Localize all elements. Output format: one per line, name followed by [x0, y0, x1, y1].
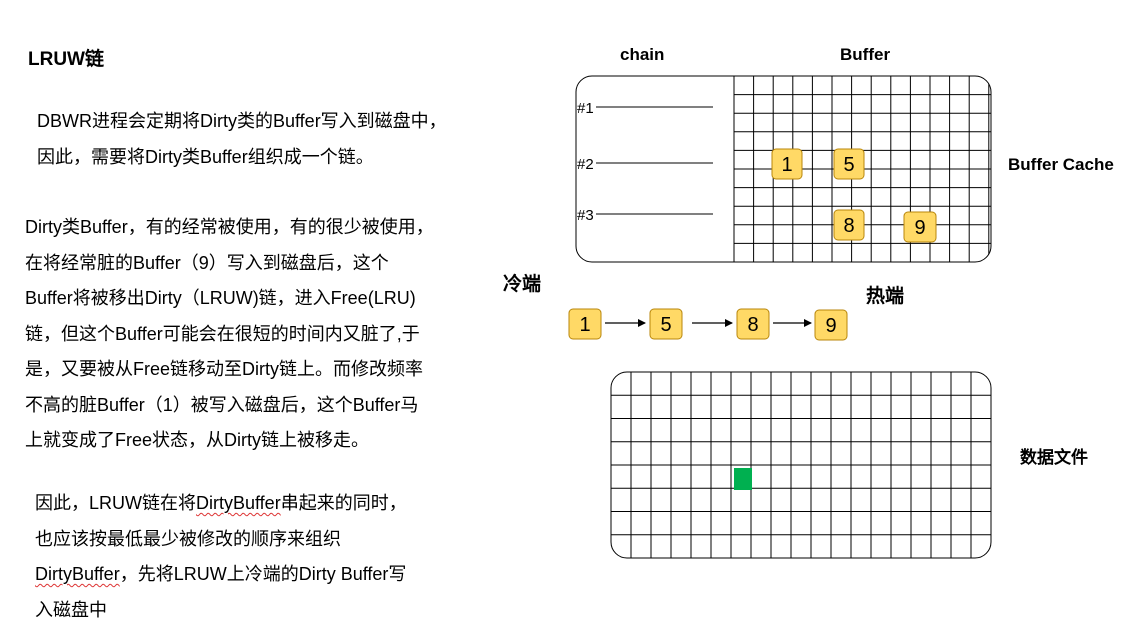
text-fragment: 串起来的同时， — [280, 493, 407, 513]
paragraph-2-line: Dirty类Buffer，有的经常被使用，有的很少被使用， — [25, 217, 434, 237]
paragraph-3-line: 入磁盘中 — [35, 599, 107, 620]
paragraph-1-line: 因此，需要将Dirty类Buffer组织成一个链。 — [37, 146, 374, 167]
buffer-box — [736, 308, 770, 340]
paragraph-2-line: Buffer将被移出Dirty（LRUW)链，进入Free(LRU) — [25, 288, 416, 308]
chain-tag-1: #1 — [577, 100, 594, 117]
chain-line-1: #1 — [577, 100, 713, 117]
chain-tag-3: #3 — [577, 207, 594, 224]
buffer-number: 1 — [579, 314, 590, 336]
buffer-box — [903, 211, 937, 243]
datafile-grid — [611, 372, 991, 558]
cache-buffer-1: 1 — [771, 148, 803, 180]
text-fragment: 因此，LRUW链在将 — [35, 493, 196, 513]
slide-title: LRUW链 — [28, 49, 104, 70]
paragraph-2-line: 上就变成了Free状态，从Dirty链上被移走。 — [25, 430, 370, 450]
cache-buffer-5: 5 — [833, 148, 865, 180]
buffer-box — [649, 308, 683, 340]
buffer-number: 5 — [660, 314, 671, 336]
chain-label: chain — [620, 45, 665, 64]
paragraph-3-line: DirtyBuffer，先将LRUW上冷端的Dirty Buffer写 — [35, 557, 407, 593]
chain-line-3: #3 — [577, 207, 713, 224]
text-fragment: ，先将LRUW上冷端的Dirty Buffer写 — [119, 564, 407, 584]
buffer-number: 9 — [914, 217, 925, 239]
buffer-label: Buffer — [840, 45, 891, 64]
written-block — [734, 468, 752, 490]
chain-tag-2: #2 — [577, 156, 594, 173]
buffer-number: 9 — [825, 315, 836, 337]
paragraph-2-line: 不高的脏Buffer（1）被写入磁盘后，这个Buffer马 — [25, 394, 419, 415]
buffer-number: 5 — [843, 154, 854, 176]
lruw-sequence: 1 5 8 9 — [568, 308, 848, 341]
paragraph-3-line: 因此，LRUW链在将DirtyBuffer串起来的同时， — [35, 486, 407, 522]
cold-end-label: 冷端 — [503, 274, 542, 295]
sequence-item-1: 1 — [568, 308, 602, 340]
buffer-number: 8 — [747, 314, 758, 336]
paragraph-2: Dirty类Buffer，有的经常被使用，有的很少被使用， 在将经常脏的Buff… — [25, 210, 434, 459]
buffer-number: 8 — [843, 215, 854, 237]
buffer-box — [833, 148, 865, 180]
paragraph-3-line: 也应该按最低最少被修改的顺序来组织 — [35, 528, 341, 549]
paragraph-2-line: 在将经常脏的Buffer（9）写入到磁盘后，这个 — [25, 252, 389, 273]
sequence-item-3: 8 — [736, 308, 770, 340]
buffer-number: 1 — [781, 154, 792, 176]
paragraph-1-line: DBWR进程会定期将Dirty类的Buffer写入到磁盘中， — [37, 111, 447, 131]
spellcheck-word: DirtyBuffer — [35, 564, 120, 584]
buffer-box — [568, 308, 602, 340]
datafile-box — [610, 371, 992, 559]
paragraph-3: 因此，LRUW链在将DirtyBuffer串起来的同时， 也应该按最低最少被修改… — [35, 486, 407, 628]
chain-line-2: #2 — [577, 156, 713, 173]
buffer-cache-box: #1 #2 #3 1 5 8 9 — [575, 75, 992, 263]
buffer-cache-outline — [575, 75, 992, 263]
buffer-box — [833, 209, 865, 241]
hot-end-label: 热端 — [866, 286, 905, 307]
buffer-cache-label: Buffer Cache — [1008, 155, 1114, 174]
buffer-box — [814, 309, 848, 341]
datafile-label: 数据文件 — [1020, 448, 1088, 467]
sequence-item-4: 9 — [814, 309, 848, 341]
cache-buffer-9: 9 — [903, 211, 937, 243]
buffer-box — [771, 148, 803, 180]
spellcheck-word: DirtyBuffer — [196, 493, 281, 513]
paragraph-1: DBWR进程会定期将Dirty类的Buffer写入到磁盘中， 因此，需要将Dir… — [37, 104, 447, 175]
cache-buffer-8: 8 — [833, 209, 865, 241]
sequence-item-2: 5 — [649, 308, 683, 340]
paragraph-2-line: 链，但这个Buffer可能会在很短的时间内又脏了,于 — [25, 323, 420, 344]
paragraph-2-line: 是，又要被从Free链移动至Dirty链上。而修改频率 — [25, 359, 424, 379]
datafile-outline — [610, 371, 992, 559]
